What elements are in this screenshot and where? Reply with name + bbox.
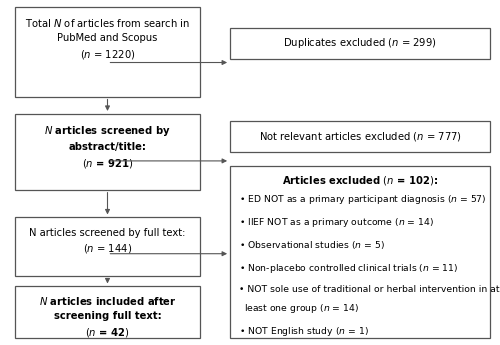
Text: Articles excluded $(n$ = 102$)$:: Articles excluded $(n$ = 102$)$: [282,174,438,187]
Text: Not relevant articles excluded $(n$ = 777$)$: Not relevant articles excluded $(n$ = 77… [258,130,462,143]
FancyBboxPatch shape [15,217,200,276]
FancyBboxPatch shape [230,121,490,152]
Text: • Non-placebo controlled clinical trials $(n$ = 11$)$: • Non-placebo controlled clinical trials… [239,262,458,275]
Text: • Observational studies $(n$ = 5$)$: • Observational studies $(n$ = 5$)$ [239,239,385,251]
FancyBboxPatch shape [230,28,490,59]
Text: Total $N$ of articles from search in
PubMed and Scopus
$(n$ = 1220$)$: Total $N$ of articles from search in Pub… [25,17,190,61]
Text: N articles screened by full text:
$(n$ = 144$)$: N articles screened by full text: $(n$ =… [30,228,186,255]
FancyBboxPatch shape [15,114,200,190]
FancyBboxPatch shape [15,286,200,338]
Text: $N$ articles screened by
abstract/title:
$(n$ = 921$)$: $N$ articles screened by abstract/title:… [44,124,171,170]
Text: • IIEF NOT as a primary outcome $(n$ = 14$)$: • IIEF NOT as a primary outcome $(n$ = 1… [239,216,434,229]
Text: • ED NOT as a primary participant diagnosis $(n$ = 57$)$: • ED NOT as a primary participant diagno… [239,193,486,206]
Text: least one group $(n$ = 14$)$: least one group $(n$ = 14$)$ [244,302,359,315]
FancyBboxPatch shape [15,7,200,97]
Text: • NOT English study $(n$ = 1$)$: • NOT English study $(n$ = 1$)$ [239,325,369,338]
Text: • NOT sole use of traditional or herbal intervention in at: • NOT sole use of traditional or herbal … [239,285,500,294]
Text: Duplicates excluded $(n$ = 299$)$: Duplicates excluded $(n$ = 299$)$ [283,36,437,50]
FancyBboxPatch shape [230,166,490,338]
Text: $N$ articles included after
screening full text:
$(n$ = 42$)$: $N$ articles included after screening fu… [38,295,176,339]
